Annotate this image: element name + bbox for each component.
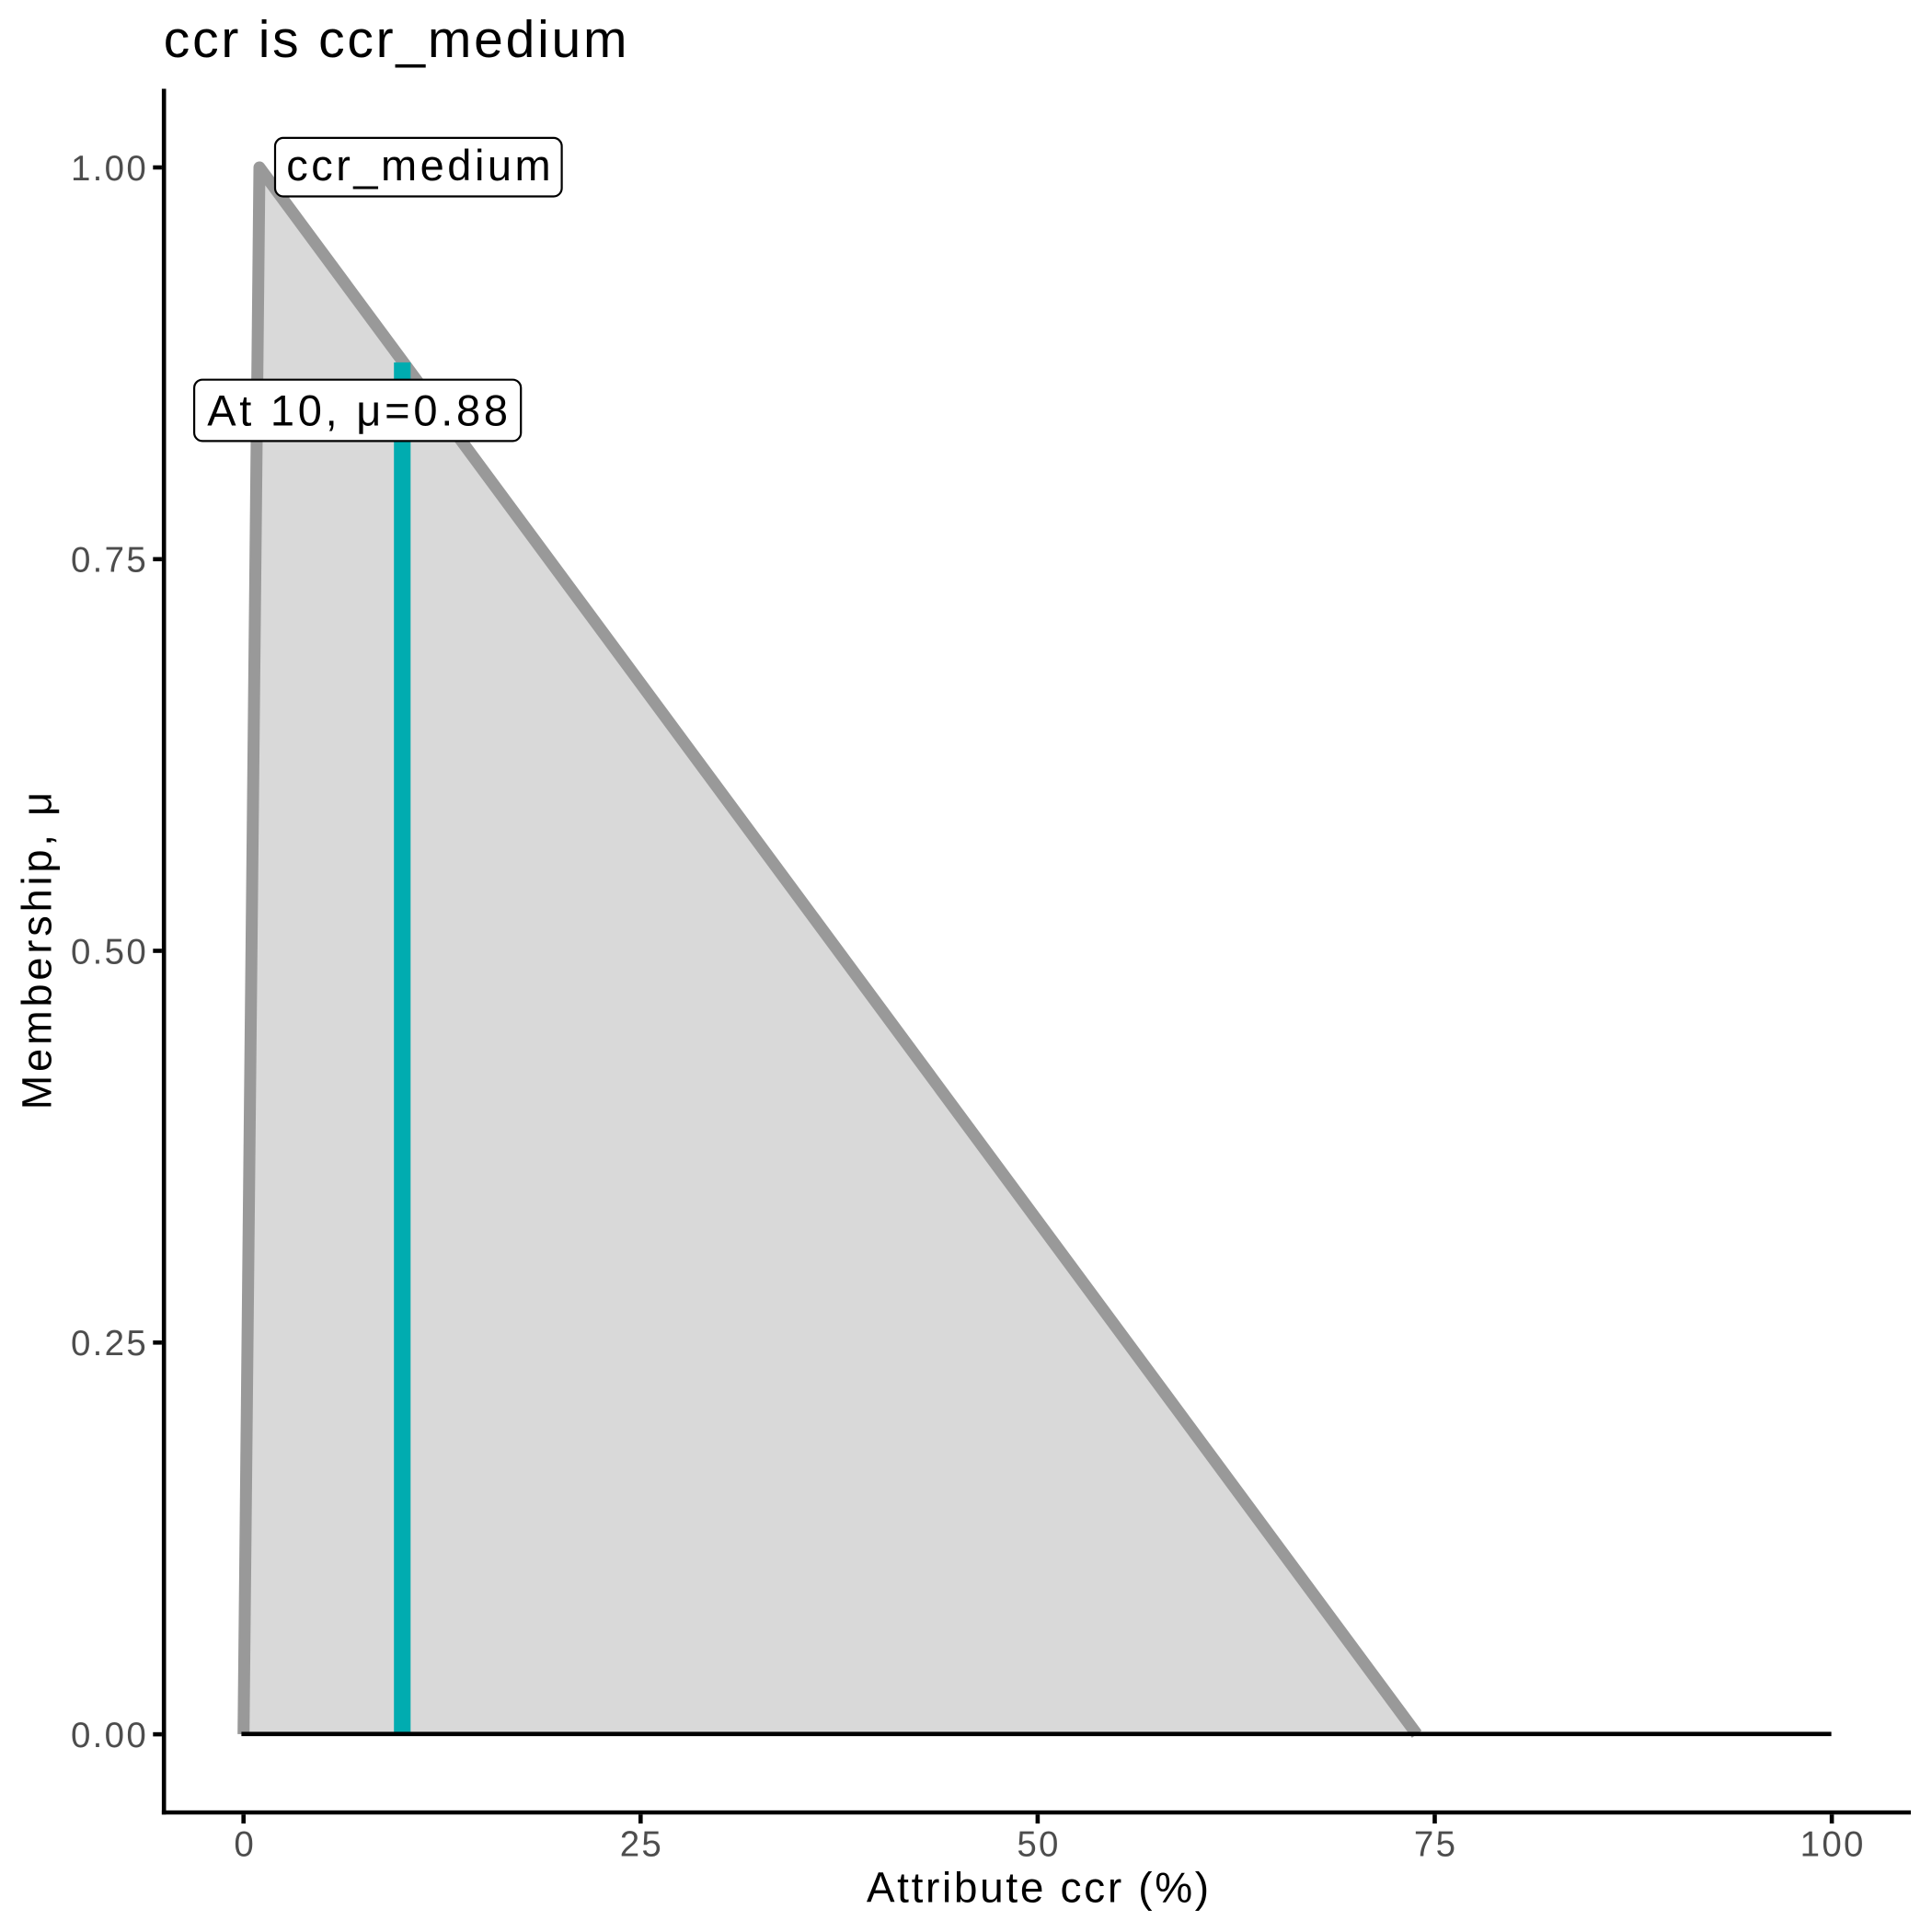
svg-text:25: 25	[620, 1825, 663, 1865]
svg-text:ccr is ccr_medium: ccr is ccr_medium	[164, 10, 630, 69]
svg-text:ccr_medium: ccr_medium	[286, 141, 554, 190]
svg-text:0.50: 0.50	[71, 932, 148, 972]
svg-text:0.75: 0.75	[71, 541, 148, 581]
svg-text:75: 75	[1414, 1825, 1457, 1865]
svg-text:Membership, μ: Membership, μ	[14, 788, 61, 1110]
svg-text:0.00: 0.00	[71, 1716, 148, 1755]
svg-text:1.00: 1.00	[71, 149, 148, 189]
svg-text:50: 50	[1017, 1825, 1060, 1865]
svg-text:0: 0	[234, 1825, 256, 1865]
svg-text:At 10, μ=0.88: At 10, μ=0.88	[207, 385, 512, 434]
svg-text:Attribute ccr (%): Attribute ccr (%)	[867, 1864, 1212, 1912]
svg-text:0.25: 0.25	[71, 1324, 148, 1363]
svg-text:100: 100	[1800, 1825, 1866, 1865]
